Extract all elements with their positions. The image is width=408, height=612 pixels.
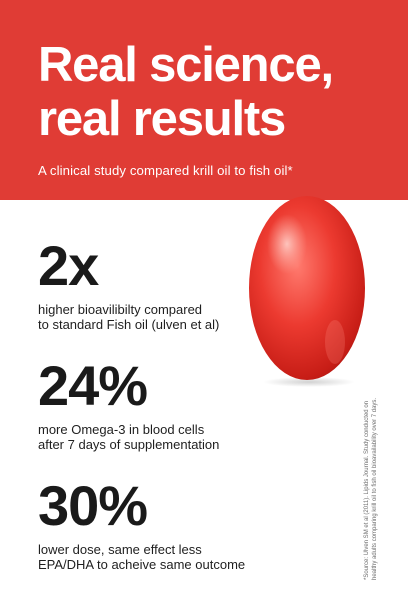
stat-description: higher bioavilibilty compared to standar…	[38, 302, 278, 332]
stat-description-line: more Omega-3 in blood cells	[38, 422, 205, 437]
stat-description-line: EPA/DHA to acheive same outcome	[38, 557, 246, 572]
footnote-line: healthy adults comparing krill oil to fi…	[371, 397, 378, 580]
stat-value: 30%	[38, 474, 148, 537]
stat-description: lower dose, same effect less EPA/DHA to …	[38, 542, 278, 572]
stat-description-line: after 7 days of supplementation	[38, 437, 220, 452]
stat-description: more Omega-3 in blood cells after 7 days…	[38, 422, 278, 452]
title-line-1: Real science,	[38, 38, 334, 92]
stat-value: 24%	[38, 354, 148, 417]
stat-block-omega3: 24% more Omega-3 in blood cells after 7 …	[38, 354, 278, 453]
capsule-rim-light	[325, 320, 345, 364]
stat-value: 2x	[38, 234, 99, 297]
krill-oil-capsule-image	[249, 196, 365, 387]
source-footnote: *Source: Ulven SM et al (2011). Lipids J…	[364, 340, 379, 580]
stat-description-line: higher bioavilibilty compared	[38, 302, 203, 317]
capsule-highlight	[267, 214, 307, 274]
page-title: Real science, real results	[38, 38, 398, 146]
title-line-2: real results	[38, 92, 286, 146]
stat-block-bioavailability: 2x higher bioavilibilty compared to stan…	[38, 234, 278, 333]
subtitle: A clinical study compared krill oil to f…	[38, 163, 293, 178]
header-banner	[0, 0, 408, 200]
footnote-line: *Source: Ulven SM et al (2011). Lipids J…	[364, 401, 370, 580]
stat-description-line: lower dose, same effect less	[38, 542, 202, 557]
capsule-shadow	[263, 377, 355, 387]
stat-description-line: to standard Fish oil (ulven et al)	[38, 317, 220, 332]
stat-block-dose: 30% lower dose, same effect less EPA/DHA…	[38, 474, 278, 573]
